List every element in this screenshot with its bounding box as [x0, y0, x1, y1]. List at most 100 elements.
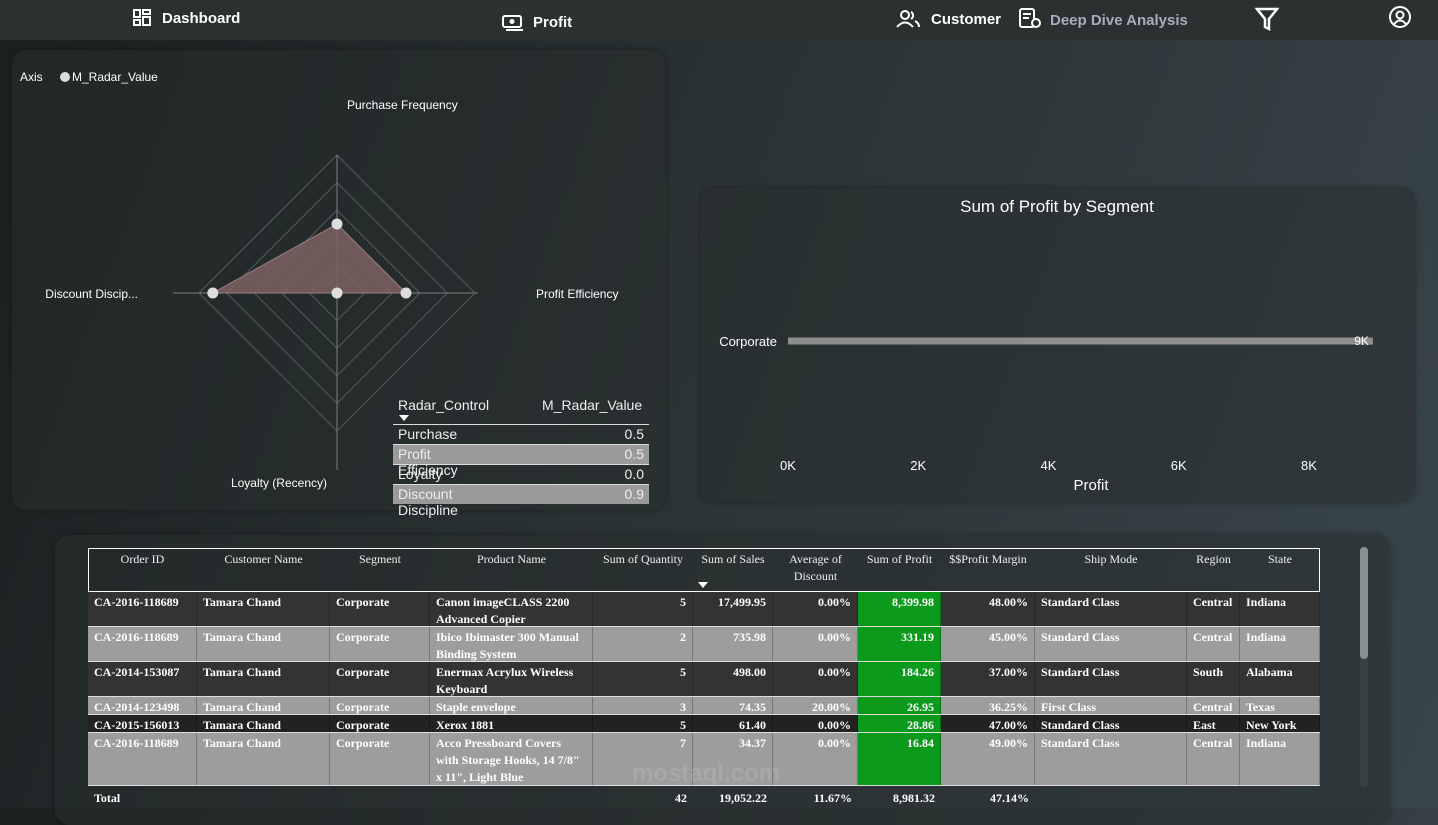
radar-axis-label: Discount Discip...	[45, 287, 138, 301]
table-cell: East	[1187, 715, 1240, 732]
table-cell: 735.98	[693, 627, 773, 661]
table-cell: 0.5	[624, 426, 644, 442]
table-cell: CA-2014-123498	[88, 697, 197, 714]
total-cell: 11.67%	[813, 791, 852, 805]
sort-arrow	[399, 415, 409, 421]
bar	[788, 337, 1373, 345]
table-cell: Alabama	[1240, 662, 1320, 696]
table-cell: Tamara Chand	[197, 697, 330, 714]
table-cell: 5	[593, 592, 693, 626]
table-cell: CA-2014-153087	[88, 662, 197, 696]
table-cell: 5	[593, 662, 693, 696]
table-cell: Indiana	[1240, 592, 1320, 626]
row-divider	[88, 714, 1320, 715]
table-cell: 16.84	[858, 733, 941, 785]
column-header: Average of Discount	[789, 552, 842, 583]
table-cell: 61.40	[693, 715, 773, 732]
table-row	[393, 484, 649, 504]
customer-icon	[896, 10, 920, 28]
scrollbar-thumb[interactable]	[1360, 547, 1368, 659]
account-icon[interactable]	[1388, 5, 1412, 29]
radar-area	[210, 223, 408, 294]
table-cell: Standard Class	[1035, 662, 1187, 696]
radar-chart: Axis M_Radar_Value Purchase Frequency Profi…	[20, 70, 618, 490]
table-header: Radar_Control	[398, 397, 490, 413]
table-cell: 0.5	[624, 446, 644, 462]
table-cell: Profit Efficiency	[398, 446, 458, 478]
table-cell: 17,499.95	[693, 592, 773, 626]
table-cell: 20.00%	[773, 697, 858, 714]
header-row	[88, 548, 1320, 592]
table-row	[393, 464, 649, 484]
legend-title: Axis	[20, 70, 43, 84]
table-cell: Corporate	[330, 697, 430, 714]
table-cell: Tamara Chand	[197, 627, 330, 661]
table-cell: 7	[593, 733, 693, 785]
table-cell: Canon imageCLASS 2200 Advanced Copier	[430, 592, 593, 626]
nav-customer[interactable]: Customer	[931, 11, 1002, 28]
table-cell: Acco Pressboard Covers with Storage Hook…	[430, 733, 593, 785]
row-divider	[88, 661, 1320, 662]
table-cell: 47.00%	[941, 715, 1035, 732]
x-tick-label: 4K	[1041, 458, 1057, 473]
table-row	[393, 444, 649, 464]
column-header: State	[1268, 552, 1292, 566]
chart-title: Sum of Profit by Segment	[960, 197, 1154, 216]
watermark: mostaql.com	[632, 760, 781, 787]
table-cell: South	[1187, 662, 1240, 696]
filter-icon[interactable]	[1255, 6, 1279, 32]
radar-point	[331, 287, 343, 299]
table-cell: Texas	[1240, 697, 1320, 714]
legend-marker	[60, 72, 70, 82]
table-cell: Indiana	[1240, 733, 1320, 785]
column-header: Sum of Sales	[701, 552, 765, 566]
table-cell: 36.25%	[941, 697, 1035, 714]
y-tick-label: Corporate	[719, 334, 777, 349]
radar-axis-label: Profit Efficiency	[536, 287, 618, 301]
column-header: Region	[1196, 552, 1231, 566]
column-header: $$Profit Margin	[949, 552, 1027, 566]
data-label: 9K	[1354, 334, 1369, 348]
radar-point	[207, 287, 219, 299]
table-cell: 5	[593, 715, 693, 732]
table-cell: Corporate	[330, 662, 430, 696]
column-header: Ship Mode	[1084, 552, 1138, 566]
nav-dashboard[interactable]: Dashboard	[162, 10, 241, 27]
column-header: Product Name	[477, 552, 546, 566]
table-cell: 34.37	[693, 733, 773, 785]
nav-deep-dive[interactable]: Deep Dive Analysis	[1050, 12, 1188, 29]
table-cell: 184.26	[858, 662, 941, 696]
row-divider	[88, 785, 1320, 786]
profit-icon	[502, 15, 523, 31]
table-cell: Corporate	[330, 733, 430, 785]
table-cell: Discount Discipline	[398, 486, 458, 518]
table-cell: Standard Class	[1035, 627, 1187, 661]
table-cell: Standard Class	[1035, 733, 1187, 785]
table-cell: 48.00%	[941, 592, 1035, 626]
total-label: Total	[94, 791, 121, 805]
table-cell: 0.00%	[773, 733, 858, 785]
sort-arrow	[698, 582, 708, 588]
column-header: Sum of Profit	[866, 552, 933, 566]
table-cell: Enermax Acrylux Wireless Keyboard	[430, 662, 593, 696]
table-cell: 331.19	[858, 627, 941, 661]
table-cell: First Class	[1035, 697, 1187, 714]
table-cell: 37.00%	[941, 662, 1035, 696]
table-cell: 0.00%	[773, 592, 858, 626]
x-tick-label: 6K	[1171, 458, 1187, 473]
table-cell: 0.00%	[773, 715, 858, 732]
table-header: M_Radar_Value	[542, 397, 643, 413]
table-cell: Corporate	[330, 715, 430, 732]
table-cell: 0.00%	[773, 662, 858, 696]
table-cell: Tamara Chand	[197, 662, 330, 696]
total-cell: 8,981.32	[893, 791, 935, 805]
deep-dive-icon	[1019, 8, 1041, 28]
table-cell: 498.00	[693, 662, 773, 696]
table-cell: 2	[593, 627, 693, 661]
nav-profit[interactable]: Profit	[533, 14, 573, 31]
table-cell: 3	[593, 697, 693, 714]
table-cell: Tamara Chand	[197, 715, 330, 732]
table-cell: 0.9	[624, 486, 644, 502]
table-row	[393, 424, 649, 444]
